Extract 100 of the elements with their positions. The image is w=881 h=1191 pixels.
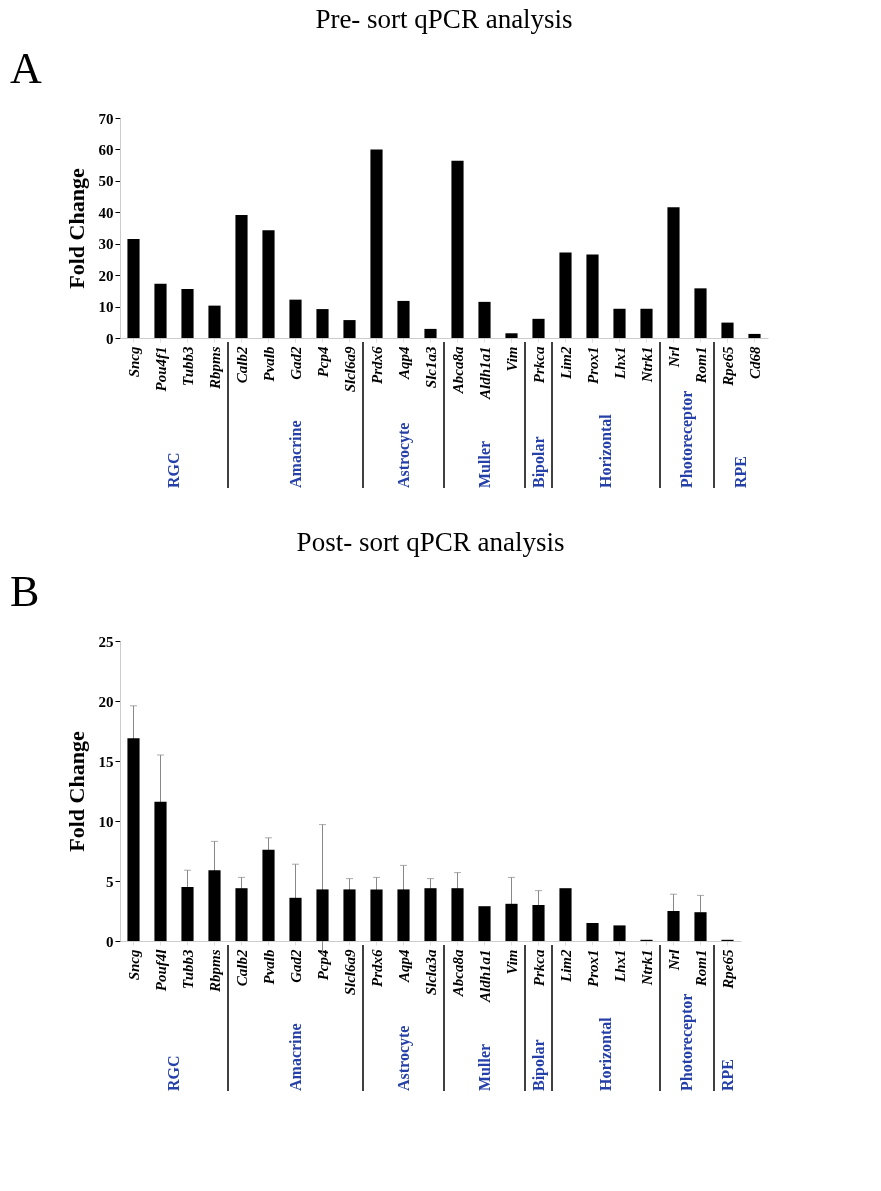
bar bbox=[262, 849, 275, 941]
x-tick-label: Rbpms bbox=[206, 949, 223, 994]
bar bbox=[748, 333, 761, 338]
bar bbox=[586, 923, 599, 941]
y-tick-label: 30 bbox=[98, 236, 114, 253]
text: RPE bbox=[718, 1059, 736, 1091]
text: RPE bbox=[732, 456, 749, 488]
x-tick-label: Ntrk1 bbox=[638, 346, 655, 384]
x-tick-label: Sncg bbox=[125, 949, 142, 981]
x-tick-label: Aldh1a1 bbox=[476, 949, 493, 1004]
x-tick-label: Pcp4 bbox=[314, 346, 331, 378]
x-tick-label: Gad2 bbox=[287, 949, 304, 983]
x-tick-label: Pouf4l bbox=[152, 948, 169, 992]
text: Astrocyte bbox=[394, 422, 413, 488]
text: A bbox=[10, 44, 42, 93]
bar bbox=[667, 911, 680, 941]
bar bbox=[127, 738, 140, 941]
bar bbox=[235, 888, 248, 941]
bar bbox=[424, 328, 437, 338]
y-axis-title: Fold Change bbox=[63, 168, 89, 289]
bar bbox=[370, 149, 383, 338]
y-tick-label: 25 bbox=[98, 633, 114, 650]
text: Horizontal bbox=[597, 1016, 614, 1091]
bar bbox=[127, 239, 140, 338]
x-tick-label: Slc1a3 bbox=[422, 346, 439, 389]
y-tick-label: 0 bbox=[106, 330, 114, 347]
x-tick-label: Rpe65 bbox=[719, 949, 736, 990]
x-tick-label: Rpe65 bbox=[719, 346, 736, 387]
x-tick-label: Slcl6a9 bbox=[341, 346, 358, 393]
x-tick-label: Lim2 bbox=[557, 949, 574, 983]
x-tick-label: Calb2 bbox=[233, 949, 250, 987]
x-tick-label: Gad2 bbox=[287, 346, 304, 380]
bar bbox=[559, 888, 572, 941]
x-tick-label: Rom1 bbox=[692, 346, 709, 385]
x-tick-label: Prox1 bbox=[584, 346, 601, 384]
y-tick-label: 50 bbox=[98, 173, 114, 190]
x-tick-label: Prdx6 bbox=[368, 346, 385, 384]
text: Amacrine bbox=[286, 1023, 304, 1091]
x-tick-label: Rom1 bbox=[692, 949, 709, 988]
x-tick-label: Pou4f1 bbox=[152, 346, 169, 392]
bar bbox=[262, 230, 275, 338]
x-tick-label: Abca8a bbox=[449, 346, 466, 395]
bar bbox=[235, 215, 248, 338]
text: B bbox=[10, 567, 40, 616]
bar bbox=[586, 254, 599, 338]
text: Photoreceptor bbox=[678, 993, 696, 1091]
bar bbox=[451, 160, 464, 338]
x-tick-label: Pcp4 bbox=[314, 949, 331, 981]
text: Amacrine bbox=[286, 420, 304, 488]
text: Muller bbox=[475, 1043, 493, 1091]
x-tick-label: Aqp4 bbox=[395, 346, 412, 381]
x-tick-label: Lhx1 bbox=[611, 346, 628, 381]
bar bbox=[289, 299, 302, 338]
bar bbox=[613, 308, 626, 338]
x-tick-label: Ntrk1 bbox=[638, 949, 655, 987]
bar bbox=[721, 322, 734, 338]
x-tick-label: Abca8a bbox=[449, 949, 466, 998]
text: Bipolar bbox=[529, 436, 548, 488]
bar bbox=[694, 288, 707, 338]
chart-title: Pre- sort qPCR analysis bbox=[315, 4, 573, 34]
x-tick-label: Vim bbox=[503, 346, 520, 372]
bar bbox=[505, 333, 518, 338]
bar bbox=[505, 903, 518, 941]
x-tick-label: Vim bbox=[503, 949, 520, 975]
bar bbox=[316, 889, 329, 941]
y-tick-label: 60 bbox=[98, 141, 114, 158]
x-tick-label: Slcl6a9 bbox=[341, 949, 358, 996]
x-tick-label: Sncg bbox=[125, 346, 142, 378]
x-tick-label: Calb2 bbox=[233, 346, 250, 384]
chart-title: Post- sort qPCR analysis bbox=[296, 527, 565, 557]
x-tick-label: Nrl bbox=[665, 948, 682, 972]
x-tick-label: Aqp4 bbox=[395, 949, 412, 984]
x-tick-label: Rbpms bbox=[206, 346, 223, 391]
bar bbox=[343, 889, 356, 941]
x-tick-label: Aldh1a1 bbox=[476, 346, 493, 401]
x-tick-label: Tubb3 bbox=[179, 949, 196, 989]
y-tick-label: 5 bbox=[106, 873, 114, 890]
bar bbox=[478, 301, 491, 338]
bar bbox=[613, 925, 626, 941]
bar bbox=[397, 300, 410, 338]
x-tick-label: Prox1 bbox=[584, 949, 601, 987]
y-tick-label: 20 bbox=[98, 267, 114, 284]
x-tick-label: Nrl bbox=[665, 345, 682, 369]
text: Horizontal bbox=[597, 413, 614, 488]
x-tick-label: Prkca bbox=[530, 949, 547, 987]
y-tick-label: 15 bbox=[98, 753, 114, 770]
bar bbox=[181, 887, 194, 941]
bar bbox=[154, 283, 167, 338]
bar bbox=[181, 288, 194, 338]
x-tick-label: Prkca bbox=[530, 346, 547, 384]
bar bbox=[208, 870, 221, 941]
bar bbox=[694, 912, 707, 941]
text: RGC bbox=[165, 452, 182, 488]
y-tick-label: 20 bbox=[98, 693, 114, 710]
bar bbox=[559, 252, 572, 338]
bar bbox=[370, 889, 383, 941]
bar bbox=[640, 308, 653, 338]
text: Astrocyte bbox=[394, 1025, 413, 1091]
text: Photoreceptor bbox=[678, 390, 696, 488]
bar bbox=[667, 207, 680, 338]
